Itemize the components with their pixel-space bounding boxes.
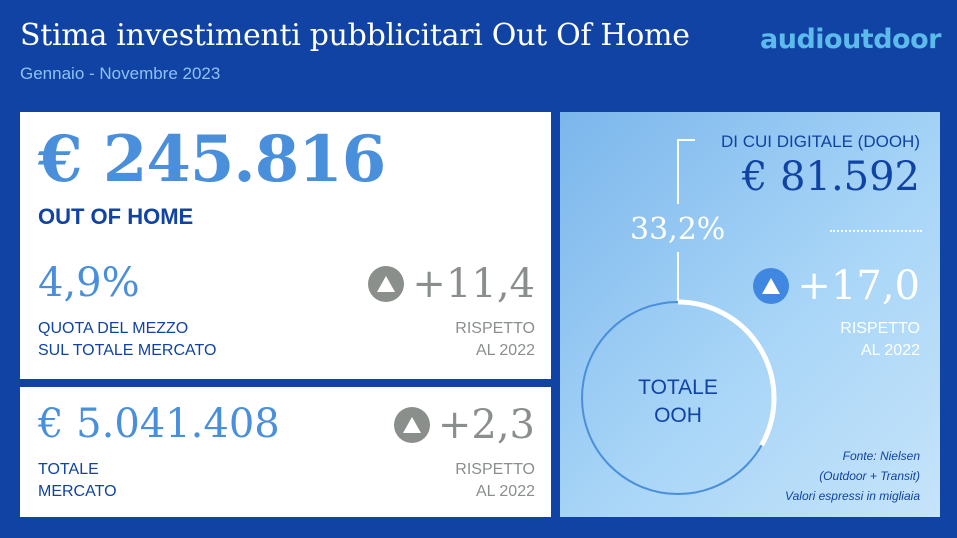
market-compare-line2: AL 2022 bbox=[475, 483, 535, 500]
market-delta: +2,3 bbox=[393, 401, 535, 449]
digital-panel: DI CUI DIGITALE (DOOH) € 81.592 33,2% +1… bbox=[560, 112, 940, 517]
market-label-line1: TOTALE bbox=[38, 461, 99, 478]
digital-label: DI CUI DIGITALE (DOOH) bbox=[721, 132, 920, 151]
ooh-delta-value: +11,4 bbox=[412, 261, 535, 307]
market-compare-line1: RISPETTO bbox=[455, 461, 535, 478]
connector-line bbox=[677, 139, 695, 204]
source-line2: (Outdoor + Transit) bbox=[819, 469, 920, 483]
market-card: € 5.041.408 TOTALE MERCATO +2,3 RISPETTO… bbox=[20, 387, 551, 517]
market-compare-label: RISPETTO AL 2022 bbox=[335, 459, 535, 503]
ooh-compare-line2: AL 2022 bbox=[475, 342, 535, 359]
market-label: TOTALE MERCATO bbox=[38, 459, 238, 503]
ooh-share-label-line1: QUOTA DEL MEZZO bbox=[38, 320, 189, 337]
ring-center-label: TOTALE OOH bbox=[618, 374, 738, 430]
ooh-compare-label: RISPETTO AL 2022 bbox=[335, 318, 535, 362]
ooh-share-value: 4,9% bbox=[38, 260, 140, 306]
digital-compare-line2: AL 2022 bbox=[860, 342, 920, 359]
market-delta-value: +2,3 bbox=[437, 402, 535, 448]
digital-delta-value: +17,0 bbox=[797, 263, 920, 309]
ooh-share-ring bbox=[581, 139, 777, 495]
digital-value: € 81.592 bbox=[741, 154, 920, 200]
triangle-up-icon bbox=[368, 266, 405, 302]
page-title: Stima investimenti pubblicitari Out Of H… bbox=[20, 18, 690, 53]
ooh-share-label: QUOTA DEL MEZZO SUL TOTALE MERCATO bbox=[38, 318, 298, 362]
market-value: € 5.041.408 bbox=[38, 401, 280, 447]
dotted-divider bbox=[830, 230, 922, 232]
ring-digital-share bbox=[677, 299, 777, 447]
ooh-compare-line1: RISPETTO bbox=[455, 320, 535, 337]
ooh-share-label-line2: SUL TOTALE MERCATO bbox=[38, 342, 217, 359]
ring-label-line1: TOTALE bbox=[638, 376, 718, 399]
triangle-up-icon bbox=[753, 268, 790, 304]
source-line3: Valori espressi in migliaia bbox=[785, 489, 920, 503]
triangle-up-icon bbox=[393, 407, 430, 443]
source-line1: Fonte: Nielsen bbox=[842, 449, 920, 463]
digital-share-pct: 33,2% bbox=[630, 212, 726, 247]
digital-compare-label: RISPETTO AL 2022 bbox=[720, 318, 920, 362]
ooh-card: € 245.816 OUT OF HOME 4,9% QUOTA DEL MEZ… bbox=[20, 112, 551, 379]
market-label-line2: MERCATO bbox=[38, 483, 117, 500]
ooh-delta: +11,4 bbox=[368, 260, 535, 308]
page-subtitle: Gennaio - Novembre 2023 bbox=[20, 64, 221, 83]
brand-logo: audioutdoor bbox=[760, 24, 941, 55]
digital-compare-line1: RISPETTO bbox=[840, 320, 920, 337]
ooh-value: € 245.816 bbox=[38, 122, 386, 197]
ring-label-line2: OOH bbox=[654, 404, 702, 427]
ooh-label: OUT OF HOME bbox=[38, 204, 194, 229]
digital-delta: +17,0 bbox=[753, 262, 920, 310]
source-note: Fonte: Nielsen (Outdoor + Transit) Valor… bbox=[720, 446, 920, 506]
